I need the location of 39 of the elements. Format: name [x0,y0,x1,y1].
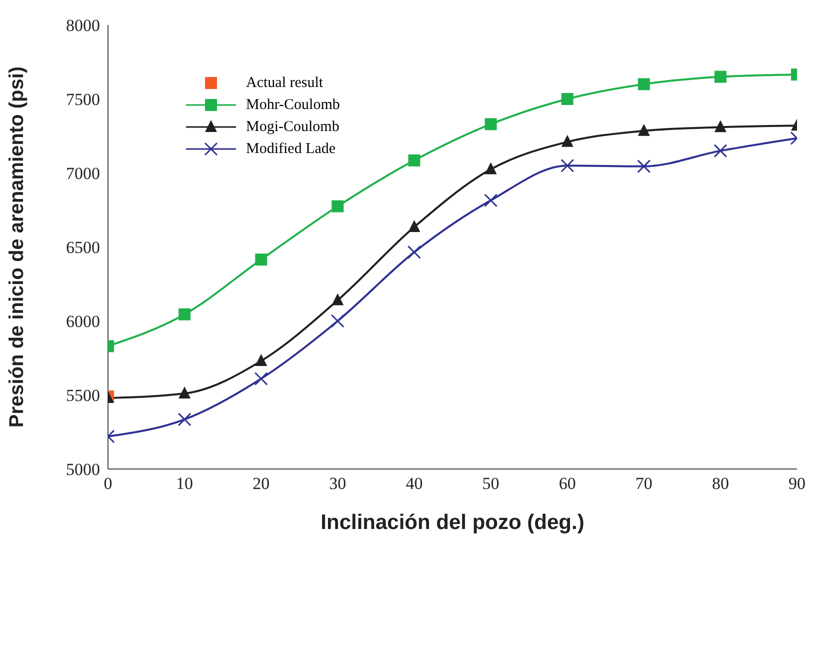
x-tick-label: 70 [635,474,652,494]
legend-label: Mohr-Coulomb [246,96,340,114]
y-tick-label: 7000 [66,164,100,184]
x-tick-label: 10 [176,474,194,494]
x-tick-label: 90 [788,474,806,494]
point [484,118,497,130]
point [638,124,650,136]
point [638,78,650,90]
y-tick-label: 6000 [66,312,100,332]
point [178,308,191,320]
y-tick-label: 5500 [66,386,100,406]
point [714,70,726,83]
x-tick-label: 40 [406,474,423,494]
x-tick-label: 30 [329,474,346,494]
point [408,220,420,232]
legend-label: Modified Lade [246,140,336,158]
x-tick-label: 60 [558,474,576,494]
point [561,134,574,147]
point [332,200,344,212]
x-tick-label: 0 [104,474,112,494]
y-tick-label: 6500 [66,238,100,258]
point [484,162,497,174]
point [561,93,574,105]
point [714,120,726,132]
x-tick-label: 20 [252,474,270,494]
point [255,254,268,266]
x-tick-label: 50 [482,474,500,494]
point [332,293,344,306]
point [408,154,420,166]
y-axis-title: Presión de inicio de arenamiento (psi) [6,66,28,428]
x-tick-label: 80 [712,474,729,494]
y-tick-label: 7500 [66,90,100,110]
point [178,386,191,399]
y-tick-label: 5000 [66,460,100,480]
legend-label: Actual result [246,74,324,92]
y-tick-label: 8000 [66,16,100,36]
legend-label: Mogi-Coulomb [246,118,340,136]
x-axis-title: Inclinación del pozo (deg.) [320,511,584,534]
point [255,354,268,366]
